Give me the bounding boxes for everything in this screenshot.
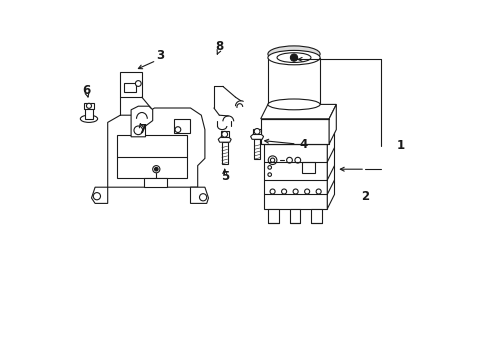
Polygon shape [264, 130, 334, 144]
Ellipse shape [277, 53, 310, 63]
Circle shape [294, 157, 300, 163]
Polygon shape [120, 72, 142, 97]
Bar [220, 131, 228, 137]
Circle shape [86, 103, 91, 108]
Polygon shape [260, 119, 328, 144]
Circle shape [267, 166, 271, 169]
Circle shape [222, 131, 227, 137]
Text: 3: 3 [156, 49, 163, 62]
Polygon shape [218, 137, 231, 142]
Polygon shape [107, 108, 204, 187]
Polygon shape [190, 187, 208, 203]
Text: 6: 6 [82, 84, 90, 96]
Circle shape [290, 54, 297, 61]
Polygon shape [131, 106, 152, 137]
Circle shape [134, 126, 142, 135]
Circle shape [152, 166, 160, 173]
Bar [123, 83, 136, 92]
Bar [85, 108, 92, 119]
Circle shape [292, 189, 298, 194]
Circle shape [254, 129, 260, 134]
Polygon shape [264, 144, 326, 209]
Circle shape [135, 81, 141, 86]
Circle shape [175, 127, 181, 132]
Bar [143, 178, 167, 187]
Circle shape [304, 189, 309, 194]
Bar [254, 139, 260, 159]
Polygon shape [310, 209, 321, 223]
Polygon shape [250, 134, 263, 139]
Ellipse shape [267, 99, 320, 110]
Text: 2: 2 [360, 190, 368, 203]
Circle shape [269, 189, 275, 194]
Polygon shape [260, 104, 336, 119]
Text: 4: 4 [299, 138, 307, 150]
Circle shape [286, 157, 292, 163]
Circle shape [316, 189, 321, 194]
Bar [174, 119, 190, 133]
Text: 5: 5 [220, 170, 228, 183]
Circle shape [93, 193, 101, 200]
Ellipse shape [267, 50, 320, 65]
Circle shape [154, 167, 158, 171]
Circle shape [268, 156, 276, 165]
Circle shape [270, 158, 274, 162]
Text: 8: 8 [215, 40, 223, 53]
Polygon shape [328, 104, 336, 144]
Bar [117, 135, 186, 178]
Ellipse shape [80, 115, 98, 122]
Circle shape [199, 194, 206, 201]
Bar [84, 103, 94, 109]
Bar [267, 58, 320, 104]
Polygon shape [91, 187, 107, 203]
Bar [222, 142, 227, 164]
Text: 7: 7 [138, 123, 145, 136]
Circle shape [267, 173, 271, 176]
Polygon shape [289, 209, 300, 223]
Polygon shape [267, 209, 278, 223]
Polygon shape [326, 130, 334, 209]
Bar [253, 129, 261, 134]
Bar [302, 162, 314, 173]
Ellipse shape [267, 46, 320, 62]
Text: 1: 1 [396, 139, 405, 152]
Circle shape [281, 189, 286, 194]
